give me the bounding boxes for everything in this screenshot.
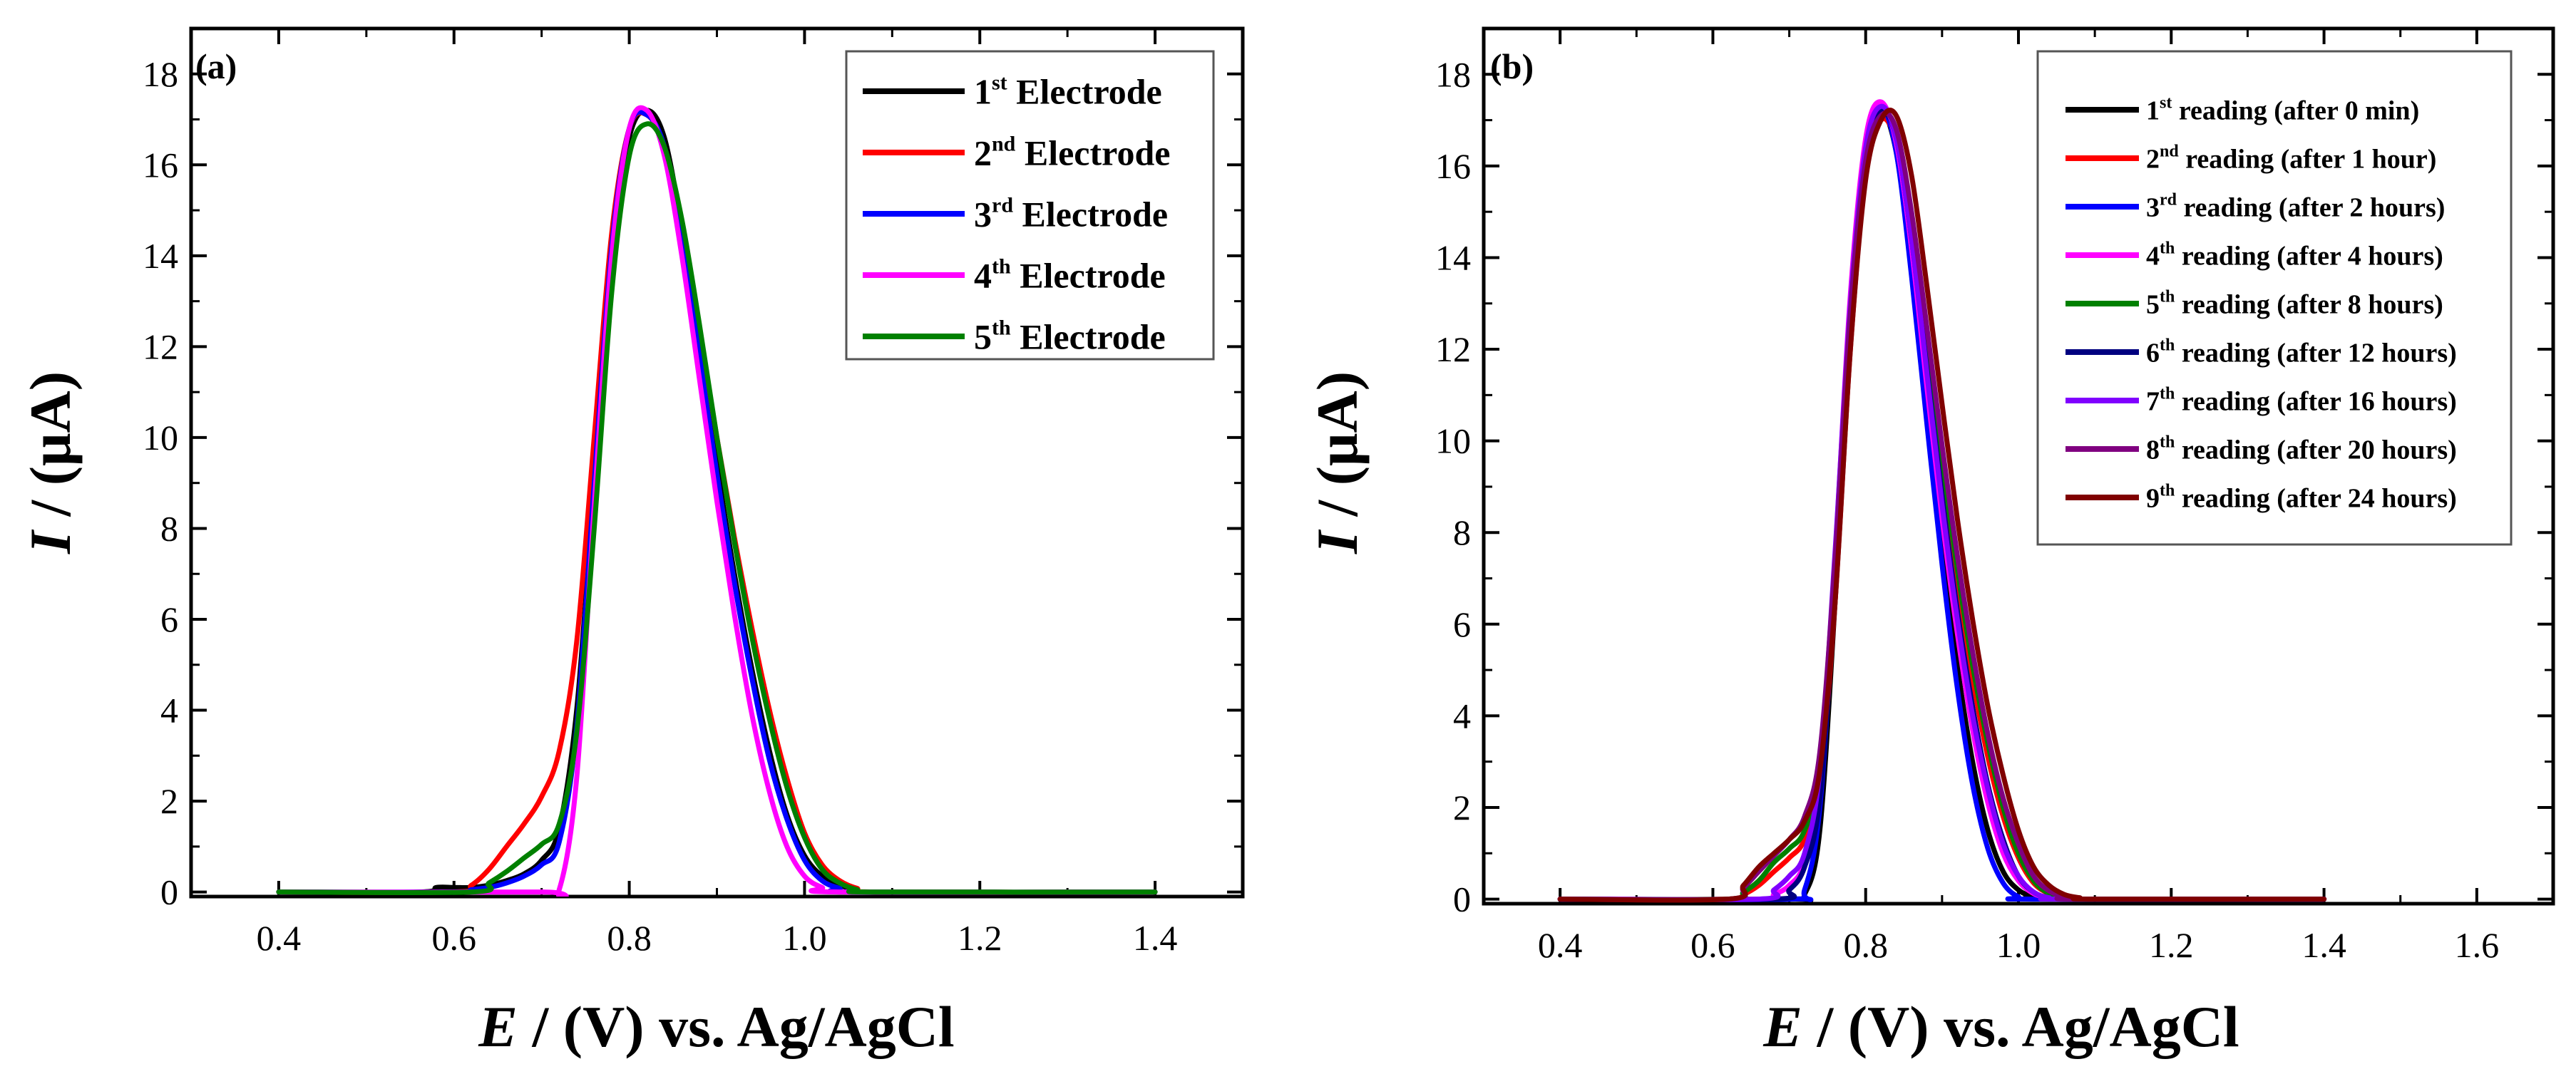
legend-label: 9th reading (after 24 hours) (2146, 481, 2457, 513)
y-axis-label: I / (μA) (18, 371, 83, 554)
legend-item: 1st reading (after 0 min) (2066, 93, 2419, 125)
y-tick-label: 16 (1435, 146, 1471, 186)
x-tick-label: 0.4 (1538, 925, 1583, 965)
legend-label: 1st reading (after 0 min) (2146, 93, 2419, 125)
legend-item: 6th reading (after 12 hours) (2066, 336, 2457, 368)
x-tick-label: 1.6 (2455, 925, 2500, 965)
legend-item: 5th Electrode (863, 316, 1166, 357)
x-tick-label: 1.2 (2149, 925, 2194, 965)
x-tick-label: 1.4 (2302, 925, 2346, 965)
x-tick-label: 1.4 (1133, 918, 1178, 958)
y-tick-label: 2 (1453, 788, 1471, 827)
y-tick-label: 12 (1435, 329, 1471, 369)
legend-item: 2nd reading (after 1 hour) (2066, 142, 2436, 174)
legend-label: 4th Electrode (974, 255, 1166, 296)
y-tick-label: 4 (1453, 696, 1471, 735)
panel-b: 0.4 0.6 0.8 1.0 1.2 1.4 1.6 0 2 4 6 8 10 12 14 16 18 1st … (1305, 26, 2555, 1059)
legend-label: 5th reading (after 8 hours) (2146, 287, 2443, 319)
legend-label: 4th reading (after 4 hours) (2146, 239, 2443, 271)
legend-item: 4th Electrode (863, 255, 1166, 296)
legend-box (845, 50, 1215, 361)
x-axis-label: E / (V) vs. Ag/AgCl (478, 994, 954, 1059)
x-tick-label: 1.0 (1996, 925, 2041, 965)
y-tick-label: 18 (143, 54, 178, 94)
y-tick-label: 8 (160, 508, 178, 548)
y-tick-label: 8 (1453, 512, 1471, 552)
x-tick-label: 0.6 (1690, 925, 1735, 965)
y-tick-label: 0 (1453, 879, 1471, 919)
series-lines (1557, 99, 2327, 904)
y-axis-label: I / (μA) (1305, 371, 1370, 554)
legend-label: 7th reading (after 16 hours) (2146, 384, 2457, 416)
legend: 1st reading (after 0 min) 2nd reading (af… (2036, 50, 2513, 546)
y-tick-label: 10 (1435, 421, 1471, 461)
legend-item: 9th reading (after 24 hours) (2066, 481, 2457, 513)
legend-label: 1st Electrode (974, 71, 1162, 112)
y-tick-label: 14 (143, 236, 178, 276)
legend-item: 3rd reading (after 2 hours) (2066, 190, 2445, 222)
series-lines (276, 105, 1158, 897)
legend-label: 5th Electrode (974, 316, 1166, 357)
legend: 1st Electrode 2nd Electrode 3rd Electrode 4… (845, 50, 1215, 361)
legend-label: 2nd Electrode (974, 133, 1170, 173)
panel-label: (a) (195, 46, 237, 86)
y-tick-label: 16 (143, 145, 178, 185)
x-tick-label: 1.2 (958, 918, 1002, 958)
x-tick-label: 1.0 (782, 918, 827, 958)
series-line-5 (276, 121, 1158, 896)
legend-label: 8th reading (after 20 hours) (2146, 433, 2457, 465)
legend-label: 3rd reading (after 2 hours) (2146, 190, 2445, 222)
series-line-9 (1557, 108, 2327, 903)
legend-label: 3rd Electrode (974, 194, 1168, 234)
x-tick-label: 0.6 (432, 918, 477, 958)
legend-item: 1st Electrode (863, 71, 1162, 112)
legend-item: 8th reading (after 20 hours) (2066, 433, 2457, 465)
series-line-4 (276, 105, 1158, 897)
legend-label: 2nd reading (after 1 hour) (2146, 142, 2436, 174)
panel-a: 0.4 0.6 0.8 1.0 1.2 1.4 0 2 4 6 8 10 12 14 16 18 1st Ele… (18, 26, 1245, 1059)
x-tick-label: 0.8 (607, 918, 652, 958)
y-tick-label: 4 (160, 691, 178, 730)
panel-label: (b) (1490, 46, 1534, 86)
y-tick-label: 14 (1435, 237, 1471, 277)
y-tick-label: 6 (160, 599, 178, 639)
legend-box (2036, 50, 2513, 546)
legend-item: 4th reading (after 4 hours) (2066, 239, 2443, 271)
x-axis-label: E / (V) vs. Ag/AgCl (1762, 994, 2239, 1059)
legend-item: 2nd Electrode (863, 133, 1170, 173)
series-line-7 (1557, 103, 2327, 903)
y-tick-label: 10 (143, 418, 178, 458)
y-tick-label: 2 (160, 781, 178, 821)
y-tick-label: 18 (1435, 54, 1471, 94)
legend-item: 7th reading (after 16 hours) (2066, 384, 2457, 416)
legend-item: 3rd Electrode (863, 194, 1168, 234)
x-tick-label: 0.4 (257, 918, 302, 958)
y-tick-label: 6 (1453, 604, 1471, 644)
x-tick-label: 0.8 (1843, 925, 1888, 965)
y-tick-label: 12 (143, 326, 178, 366)
legend-label: 6th reading (after 12 hours) (2146, 336, 2457, 368)
y-tick-label: 0 (160, 872, 178, 912)
legend-item: 5th reading (after 8 hours) (2066, 287, 2443, 319)
